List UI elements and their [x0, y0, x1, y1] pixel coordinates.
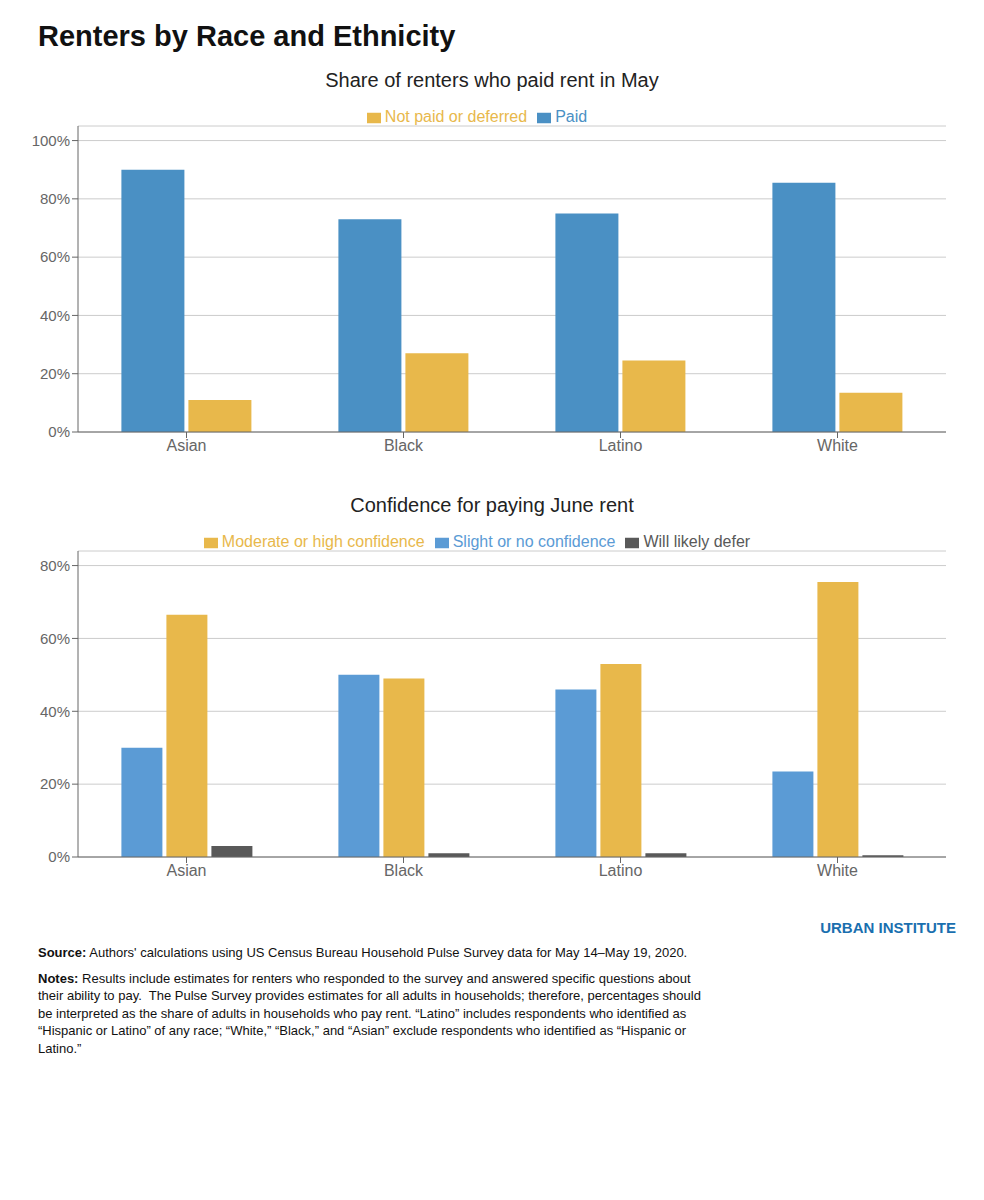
svg-text:100%: 100% — [32, 132, 70, 149]
html-text:Renters by Race and Ethnicity: Renters by Race and Ethnicity — [38, 20, 456, 52]
svg-text:0%: 0% — [48, 423, 70, 440]
svg-text:60%: 60% — [40, 248, 70, 265]
html-text:Paid: Paid — [555, 108, 588, 125]
html-text:Slight or no confidence: Slight or no confidence — [452, 533, 616, 550]
html-text:Not paid or deferred: Not paid or deferred — [384, 108, 528, 125]
svg-text:Latino: Latino — [599, 862, 643, 879]
svg-text:40%: 40% — [40, 703, 70, 720]
svg-text:Asian: Asian — [166, 437, 206, 454]
svg-text:White: White — [817, 437, 858, 454]
svg-text:White: White — [817, 862, 858, 879]
svg-text:Asian: Asian — [166, 862, 206, 879]
svg-text:20%: 20% — [40, 365, 70, 382]
svg-text:Black: Black — [384, 862, 424, 879]
html-text:Share of renters who paid rent: Share of renters who paid rent in May — [325, 69, 659, 91]
svg-text:80%: 80% — [40, 557, 70, 574]
svg-text:60%: 60% — [40, 630, 70, 647]
html-text:URBAN INSTITUTE: URBAN INSTITUTE — [820, 919, 956, 936]
svg-text:0%: 0% — [48, 848, 70, 865]
html-text:Notes: Results include estimat: Notes: Results include estimates for ren… — [38, 970, 701, 1056]
svg-text:80%: 80% — [40, 190, 70, 207]
html-text:Moderate or high confidence: Moderate or high confidence — [221, 533, 425, 550]
svg-text:40%: 40% — [40, 307, 70, 324]
svg-text:Latino: Latino — [599, 437, 643, 454]
html-text:Will likely defer: Will likely defer — [643, 533, 751, 550]
html-text:Confidence for paying June ren: Confidence for paying June rent — [350, 494, 634, 516]
svg-text:20%: 20% — [40, 775, 70, 792]
svg-text:Black: Black — [384, 437, 424, 454]
html-text:Source: Authors' calculations: Source: Authors' calculations using US C… — [38, 945, 688, 960]
